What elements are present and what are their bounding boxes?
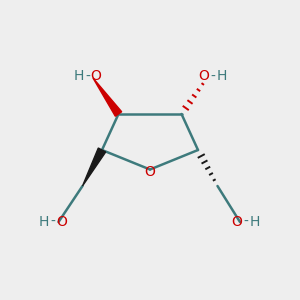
Polygon shape (93, 78, 122, 116)
Text: O: O (145, 166, 155, 179)
Text: H: H (249, 215, 260, 229)
Text: H: H (216, 70, 226, 83)
Text: -: - (51, 215, 56, 229)
Text: O: O (91, 70, 101, 83)
Text: -: - (210, 70, 215, 83)
Text: O: O (57, 215, 68, 229)
Text: -: - (243, 215, 248, 229)
Text: H: H (74, 70, 84, 83)
Text: H: H (39, 215, 49, 229)
Text: O: O (199, 70, 209, 83)
Polygon shape (82, 148, 106, 186)
Text: O: O (231, 215, 242, 229)
Text: -: - (85, 70, 90, 83)
